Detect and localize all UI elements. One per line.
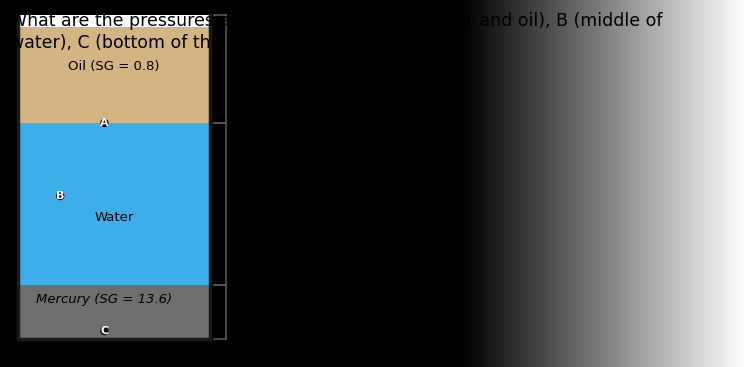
Circle shape [100,119,108,127]
Text: C: C [100,326,108,336]
Text: A: A [100,118,109,128]
Circle shape [100,327,108,335]
Bar [18,123,210,285]
Text: 2 m: 2 m [232,305,258,319]
Text: Oil (SG = 0.8): Oil (SG = 0.8) [68,61,160,73]
Circle shape [56,192,64,200]
Text: 1m: 1m [232,62,253,76]
Text: Mercury (SG = 13.6): Mercury (SG = 13.6) [36,294,172,306]
Text: B: B [56,191,64,201]
Text: Water: Water [94,211,134,225]
Bar [18,285,210,339]
Bar [18,15,210,27]
Text: What are the pressures at the A(conjunction of water and oil), B (middle of: What are the pressures at the A(conjunct… [10,12,663,30]
Bar [18,27,210,123]
Text: 3 m: 3 m [232,197,258,211]
Text: water), C (bottom of the tank): water), C (bottom of the tank) [10,34,272,52]
